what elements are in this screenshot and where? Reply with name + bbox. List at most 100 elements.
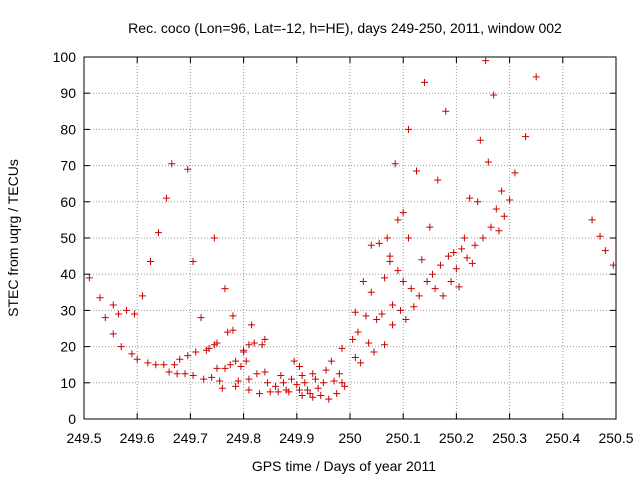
data-point xyxy=(455,283,463,291)
data-point xyxy=(381,341,389,349)
data-point xyxy=(394,267,402,275)
data-point xyxy=(405,125,413,133)
y-tick-label: 10 xyxy=(60,375,76,391)
data-point xyxy=(383,234,391,242)
data-point xyxy=(367,241,375,249)
data-point xyxy=(109,330,117,338)
data-point xyxy=(365,339,373,347)
data-point xyxy=(351,308,359,316)
data-point xyxy=(333,390,341,398)
data-point xyxy=(357,359,365,367)
data-point xyxy=(232,357,240,365)
data-point xyxy=(389,321,397,329)
data-point xyxy=(170,361,178,369)
data-point xyxy=(463,254,471,262)
data-point xyxy=(487,223,495,231)
y-tick-label: 90 xyxy=(60,85,76,101)
x-tick-label: 250.1 xyxy=(386,430,421,446)
data-point xyxy=(351,353,359,361)
data-point xyxy=(109,301,117,309)
x-tick-label: 250.5 xyxy=(598,430,633,446)
data-point xyxy=(471,241,479,249)
data-point xyxy=(176,355,184,363)
data-point xyxy=(506,196,514,204)
x-tick-label: 249.7 xyxy=(173,430,208,446)
data-point xyxy=(216,377,224,385)
data-point xyxy=(152,361,160,369)
data-point xyxy=(325,395,333,403)
y-tick-label: 60 xyxy=(60,194,76,210)
data-point xyxy=(522,133,530,141)
data-point xyxy=(476,136,484,144)
data-point xyxy=(245,341,253,349)
data-point xyxy=(532,73,540,81)
y-tick-label: 100 xyxy=(53,49,77,65)
data-point xyxy=(359,277,367,285)
data-point xyxy=(147,258,154,266)
data-point xyxy=(338,344,346,352)
data-point xyxy=(258,341,266,349)
data-point xyxy=(309,370,317,378)
data-point xyxy=(466,194,474,202)
data-point xyxy=(301,379,309,387)
data-point xyxy=(420,78,428,86)
data-point xyxy=(423,277,431,285)
data-point xyxy=(85,274,93,282)
y-tick-label: 80 xyxy=(60,121,76,137)
data-point xyxy=(184,165,192,173)
data-point xyxy=(218,384,226,392)
y-tick-label: 70 xyxy=(60,158,76,174)
data-point xyxy=(474,198,482,206)
data-point xyxy=(272,382,280,390)
data-point xyxy=(588,216,596,224)
data-point xyxy=(338,379,346,387)
data-point xyxy=(314,384,322,392)
y-tick-label: 30 xyxy=(60,302,76,318)
data-point xyxy=(197,314,205,322)
data-point xyxy=(173,370,181,378)
data-point xyxy=(210,234,218,242)
data-point xyxy=(245,375,253,383)
x-tick-label: 250.2 xyxy=(439,430,474,446)
data-point xyxy=(391,160,399,168)
data-point xyxy=(500,212,508,220)
data-point xyxy=(370,348,378,356)
data-point xyxy=(234,377,242,385)
data-point xyxy=(285,388,293,396)
y-tick-labels: 0 10 20 30 40 50 60 70 80 90 100 xyxy=(53,49,77,427)
data-point xyxy=(131,310,139,318)
data-point xyxy=(242,357,250,365)
data-point xyxy=(397,306,405,314)
x-tick-labels: 249.5 249.6 249.7 249.8 249.9 250 250.1 250.2 25… xyxy=(66,430,633,446)
data-point xyxy=(261,335,269,343)
data-point xyxy=(181,370,189,378)
data-point xyxy=(165,368,173,376)
y-tick-label: 50 xyxy=(60,230,76,246)
data-point xyxy=(439,292,447,300)
data-point xyxy=(295,363,303,371)
x-tick-label: 249.6 xyxy=(120,430,155,446)
data-point xyxy=(245,386,253,394)
data-point xyxy=(200,375,208,383)
y-tick-label: 40 xyxy=(60,266,76,282)
data-point xyxy=(484,158,492,166)
x-tick-label: 249.5 xyxy=(66,430,101,446)
x-tick-label: 249.9 xyxy=(279,430,314,446)
data-point xyxy=(452,265,460,273)
data-point xyxy=(162,194,170,202)
data-point xyxy=(213,364,221,372)
data-point xyxy=(431,285,439,293)
data-point xyxy=(96,294,104,302)
y-axis-label: STEC from uqrg / TECUs xyxy=(5,159,21,317)
grid-lines xyxy=(84,57,616,419)
data-point xyxy=(322,366,330,374)
data-point xyxy=(115,310,123,318)
data-point xyxy=(373,315,381,323)
data-point xyxy=(237,363,245,371)
data-point xyxy=(442,107,450,115)
data-point xyxy=(221,364,229,372)
data-point xyxy=(415,292,423,300)
data-point xyxy=(498,187,506,195)
data-point xyxy=(341,382,349,390)
